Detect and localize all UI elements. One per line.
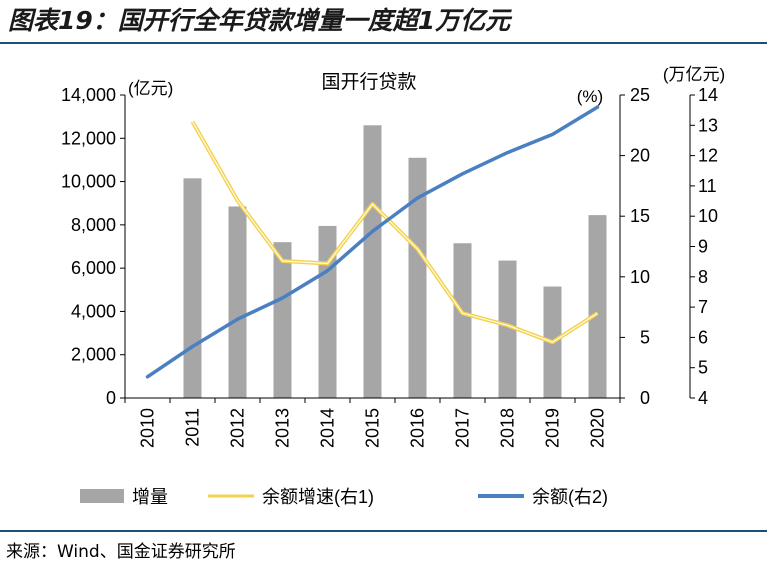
x-tick-label: 2016 — [408, 408, 428, 448]
legend-label-growth: 余额增速(右1) — [262, 487, 374, 507]
source-rule — [0, 530, 767, 532]
bar-2017 — [453, 243, 472, 398]
bar-2015 — [363, 125, 382, 399]
x-tick-label: 2015 — [363, 408, 383, 448]
axes: 0 2,000 4,000 6,000 8,000 10,000 12,000 14,000 0… — [61, 85, 718, 448]
balance-line — [145, 105, 600, 379]
right2-tick-label: 12 — [698, 146, 718, 166]
growth-line-core — [191, 121, 598, 343]
right1-tick-label: 5 — [640, 327, 650, 347]
bar-2011 — [183, 178, 202, 398]
bar-2018 — [498, 260, 517, 398]
chart: 国开行贷款 (亿元) (%) (万亿元) 0 2,000 4,000 6,000 8,0… — [61, 65, 725, 507]
right2-tick-label: 11 — [698, 176, 717, 196]
right1-tick-label: 0 — [640, 388, 650, 408]
legend-label-balance: 余额(右2) — [532, 487, 608, 507]
x-tick-label: 2012 — [228, 408, 248, 448]
chart-title: 国开行贷款 — [321, 71, 416, 93]
right2-tick-label: 13 — [698, 115, 718, 135]
x-tick-label: 2011 — [183, 408, 203, 447]
legend-swatch-increment — [80, 489, 124, 503]
left-tick-label: 0 — [106, 388, 116, 408]
right1-tick-label: 25 — [630, 85, 650, 105]
x-tick-label: 2019 — [543, 408, 563, 448]
right2-tick-label: 4 — [698, 388, 708, 408]
right1-axis-label: (%) — [577, 87, 603, 106]
title-rule — [0, 42, 767, 44]
left-tick-label: 2,000 — [71, 345, 116, 365]
right2-tick-label: 9 — [698, 237, 708, 257]
legend-label-increment: 增量 — [132, 487, 168, 507]
x-tick-label: 2013 — [273, 408, 293, 448]
bar-2016 — [408, 157, 427, 398]
left-tick-label: 4,000 — [71, 301, 116, 321]
bar-2012 — [228, 206, 247, 398]
left-tick-label: 6,000 — [71, 258, 116, 278]
x-tick-label: 2017 — [453, 408, 473, 448]
x-tick-label: 2010 — [138, 408, 158, 448]
right2-tick-label: 8 — [698, 267, 708, 287]
x-tick-label: 2018 — [498, 408, 518, 448]
right2-axis-label: (万亿元) — [663, 65, 725, 84]
bar-series — [183, 125, 607, 399]
right2-tick-label: 5 — [698, 358, 708, 378]
source-note: 来源：Wind、国金证券研究所 — [6, 542, 236, 562]
right2-tick-label: 10 — [698, 206, 718, 226]
bar-2020 — [588, 215, 607, 398]
legend: 增量 余额增速(右1) 余额(右2) — [80, 487, 608, 507]
growth-line — [190, 120, 599, 345]
bar-2013 — [273, 242, 292, 398]
right1-tick-label: 20 — [630, 146, 650, 166]
left-axis-label: (亿元) — [128, 79, 173, 98]
right1-tick-label: 10 — [630, 267, 650, 287]
right1-tick-label: 15 — [630, 206, 650, 226]
line-series — [145, 105, 600, 379]
figure-title: 图表19：国开行全年贷款增量一度超1万亿元 — [8, 6, 511, 35]
bar-2014 — [318, 225, 337, 398]
x-tick-label: 2014 — [318, 408, 338, 448]
left-tick-label: 8,000 — [71, 215, 116, 235]
left-tick-label: 10,000 — [61, 172, 116, 192]
left-tick-label: 12,000 — [61, 128, 116, 148]
x-tick-label: 2020 — [588, 408, 608, 448]
left-tick-label: 14,000 — [61, 85, 116, 105]
right2-tick-label: 6 — [698, 327, 708, 347]
right2-tick-label: 7 — [698, 297, 708, 317]
right2-tick-label: 14 — [698, 85, 718, 105]
